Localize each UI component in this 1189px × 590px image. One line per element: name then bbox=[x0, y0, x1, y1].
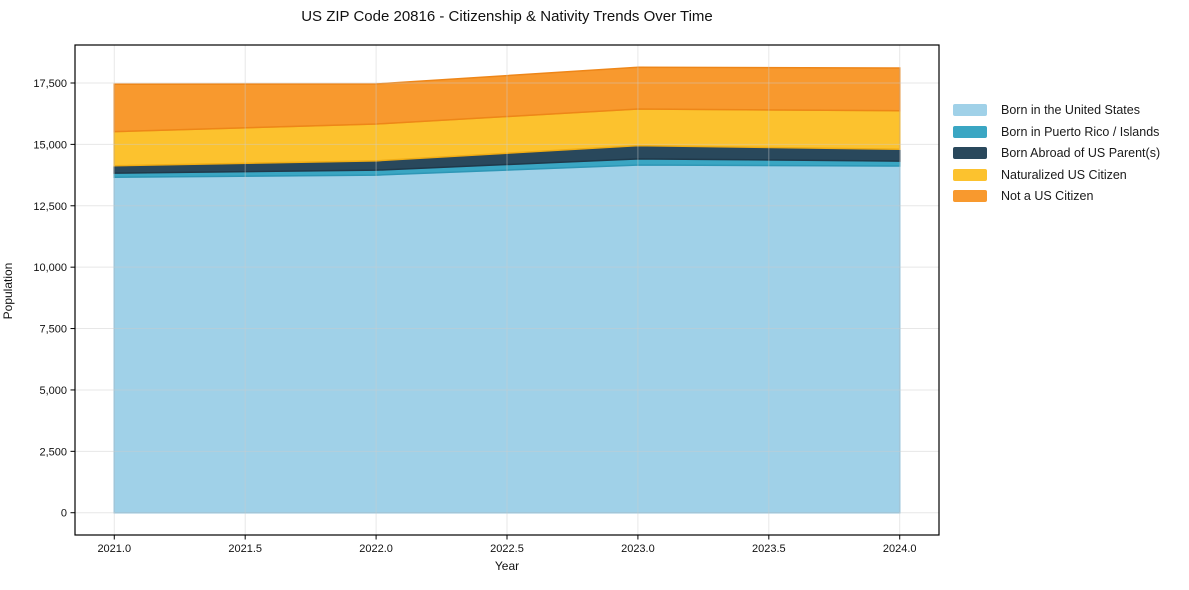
chart-title: US ZIP Code 20816 - Citizenship & Nativi… bbox=[301, 8, 713, 25]
legend-swatch-naturalized bbox=[953, 168, 987, 181]
legend-item-naturalized: Naturalized US Citizen bbox=[953, 168, 1160, 182]
legend: Born in the United States Born in Puerto… bbox=[953, 103, 1160, 203]
x-tick-label: 2023.5 bbox=[752, 543, 786, 555]
y-tick-label: 10,000 bbox=[33, 262, 67, 274]
x-tick-label: 2022.5 bbox=[490, 543, 524, 555]
x-tick-label: 2021.5 bbox=[228, 543, 262, 555]
y-axis-label: Population bbox=[1, 262, 15, 320]
legend-label: Born in Puerto Rico / Islands bbox=[1001, 124, 1160, 139]
legend-label: Naturalized US Citizen bbox=[1001, 167, 1127, 182]
legend-label: Born in the United States bbox=[1001, 103, 1140, 117]
area-series-4 bbox=[113, 66, 901, 133]
legend-swatch-born-pr bbox=[953, 125, 987, 138]
y-tick-label: 5,000 bbox=[39, 385, 67, 397]
legend-label: Not a US Citizen bbox=[1001, 189, 1094, 203]
x-tick-label: 2023.0 bbox=[621, 543, 655, 555]
y-tick-label: 17,500 bbox=[33, 78, 67, 90]
x-tick-label: 2021.0 bbox=[97, 543, 131, 555]
legend-item-born-us: Born in the United States bbox=[953, 103, 1160, 117]
x-axis-label: Year bbox=[494, 559, 520, 573]
legend-swatch-born-us bbox=[953, 104, 987, 116]
y-tick-label: 15,000 bbox=[33, 139, 67, 151]
x-tick-label: 2024.0 bbox=[883, 543, 917, 555]
legend-label: Born Abroad of US Parent(s) bbox=[1001, 146, 1161, 160]
legend-item-born-abroad: Born Abroad of US Parent(s) bbox=[953, 146, 1160, 160]
x-tick-label: 2022.0 bbox=[359, 543, 393, 555]
y-tick-label: 7,500 bbox=[39, 324, 67, 336]
legend-swatch-not-citizen bbox=[953, 190, 987, 202]
legend-item-not-citizen: Not a US Citizen bbox=[953, 189, 1160, 203]
legend-swatch-born-abroad bbox=[953, 147, 987, 159]
y-tick-label: 12,500 bbox=[33, 201, 67, 213]
y-tick-label: 0 bbox=[61, 508, 67, 520]
legend-item-born-pr: Born in Puerto Rico / Islands bbox=[953, 125, 1160, 139]
y-tick-label: 2,500 bbox=[39, 446, 67, 458]
